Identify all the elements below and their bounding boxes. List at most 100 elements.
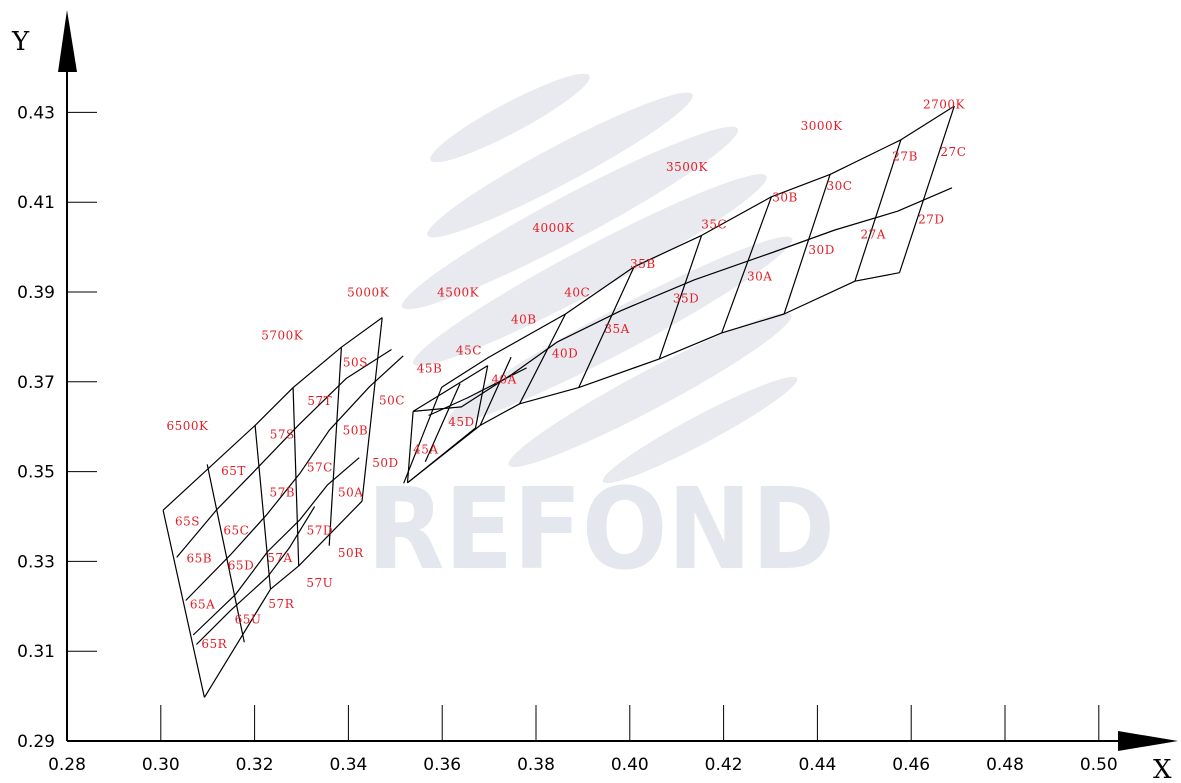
bin-label: 57D <box>307 523 333 537</box>
bin-label: 57B <box>269 486 295 500</box>
x-axis-arrow <box>1118 731 1178 751</box>
x-tick-label: 0.34 <box>329 755 367 775</box>
bin-label: 57T <box>307 394 332 408</box>
bin-boundary-line <box>192 457 360 636</box>
bin-label: 65B <box>186 552 212 566</box>
x-tick-label: 0.46 <box>892 755 930 775</box>
y-tick-label: 0.29 <box>17 732 55 752</box>
bin-label: 57A <box>267 551 292 565</box>
bin-label: 40A <box>491 373 516 387</box>
bin-labels: 65S 65T 65C 65B 65D 65A 65U 65R 57S 57B 57A 57R 57T 5… <box>175 145 966 651</box>
bin-label: 65D <box>228 558 254 572</box>
bin-boundary-line <box>428 367 527 417</box>
bin-label: 57S <box>270 427 295 441</box>
cct-label: 4000K <box>532 221 575 235</box>
bin-boundary-line <box>519 313 567 405</box>
bin-label: 45D <box>448 415 474 429</box>
bin-label: 50C <box>379 394 405 408</box>
watermark-swooshes <box>401 73 798 484</box>
bin-boundary-line <box>254 425 272 590</box>
bin-boundary-line <box>328 347 342 546</box>
bin-label: 50S <box>343 355 368 369</box>
bin-boundary-line <box>162 317 383 511</box>
y-axis-arrow <box>58 10 77 72</box>
bin-label: 65S <box>175 514 200 528</box>
cct-label: 2700K <box>923 97 966 111</box>
bin-label: 45B <box>417 361 443 375</box>
bin-boundary-line <box>407 272 900 484</box>
x-tick-label: 0.40 <box>611 755 649 775</box>
bin-label: 50B <box>343 423 369 437</box>
bin-label: 57C <box>307 461 333 475</box>
bin-boundary-line <box>474 365 489 429</box>
x-ticks: 0.28 0.30 0.32 0.34 0.36 0.38 0.40 0.42 0.44 0.46… <box>48 705 1118 775</box>
bin-label: 50A <box>338 485 363 499</box>
y-tick-label: 0.31 <box>17 642 55 662</box>
cct-label: 5000K <box>347 285 390 299</box>
bin-boundary-line <box>578 266 635 388</box>
bin-label: 65C <box>223 523 249 537</box>
x-tick-label: 0.30 <box>142 755 180 775</box>
x-axis-label: X <box>1153 755 1172 783</box>
bin-label: 57R <box>268 597 294 611</box>
bin-label: 35B <box>630 257 656 271</box>
y-tick-label: 0.33 <box>17 552 55 572</box>
bin-label: 27C <box>940 145 966 159</box>
bin-label: 35D <box>673 292 699 306</box>
bin-grid <box>162 105 955 698</box>
bin-boundary-line <box>658 235 703 360</box>
watermark: REFOND <box>367 73 835 595</box>
bin-label: 40B <box>511 312 537 326</box>
x-tick-label: 0.44 <box>798 755 836 775</box>
y-axis-label: Y <box>11 27 30 57</box>
bin-boundary-line <box>898 105 955 273</box>
bin-label: 65A <box>190 598 215 612</box>
bin-boundary-line <box>361 317 383 502</box>
bin-boundary-line <box>206 464 245 643</box>
bin-boundary-line <box>162 510 205 698</box>
y-tick-label: 0.39 <box>17 283 55 303</box>
axes: X Y <box>11 10 1178 783</box>
bin-boundary-line <box>412 365 489 412</box>
x-tick-label: 0.48 <box>986 755 1024 775</box>
cct-label: 6500K <box>167 419 210 433</box>
bin-boundary-line <box>185 355 404 601</box>
bin-boundary-line <box>413 187 953 412</box>
watermark-text: REFOND <box>367 465 835 595</box>
bin-label: 65T <box>221 464 246 478</box>
x-tick-label: 0.50 <box>1080 755 1118 775</box>
bin-label: 50R <box>338 546 364 560</box>
bin-label: 65R <box>201 637 227 651</box>
bin-boundary-line <box>783 174 831 315</box>
cct-label: 3500K <box>666 160 709 174</box>
y-ticks: 0.29 0.31 0.33 0.35 0.37 0.39 0.41 0.43 <box>17 103 97 752</box>
bin-label: 30A <box>747 270 772 284</box>
bin-boundary-line <box>721 196 772 334</box>
x-tick-label: 0.36 <box>423 755 461 775</box>
cct-label: 5700K <box>261 329 304 343</box>
bin-boundary-line <box>424 383 461 462</box>
y-tick-label: 0.35 <box>17 463 55 483</box>
bin-boundary-line <box>176 348 392 558</box>
bin-label: 40D <box>552 347 578 361</box>
bin-boundary-line <box>195 506 316 645</box>
bin-label: 50D <box>372 456 398 470</box>
bin-boundary-line <box>292 387 300 566</box>
bin-label: 30D <box>808 243 834 257</box>
bin-label: 65U <box>235 612 262 626</box>
bin-boundary-line <box>479 356 512 426</box>
bin-label: 40C <box>564 285 590 299</box>
x-tick-label: 0.32 <box>236 755 274 775</box>
y-tick-label: 0.37 <box>17 373 55 393</box>
x-tick-label: 0.28 <box>48 755 86 775</box>
bin-boundary-line <box>403 386 443 484</box>
cct-label: 3000K <box>801 119 844 133</box>
bin-label: 45A <box>413 443 438 457</box>
y-tick-label: 0.41 <box>17 193 55 213</box>
bin-label: 30B <box>772 191 798 205</box>
bin-label: 57U <box>306 576 333 590</box>
y-tick-label: 0.43 <box>17 103 55 123</box>
bin-label: 27B <box>892 149 918 163</box>
bin-label: 27A <box>860 228 885 242</box>
